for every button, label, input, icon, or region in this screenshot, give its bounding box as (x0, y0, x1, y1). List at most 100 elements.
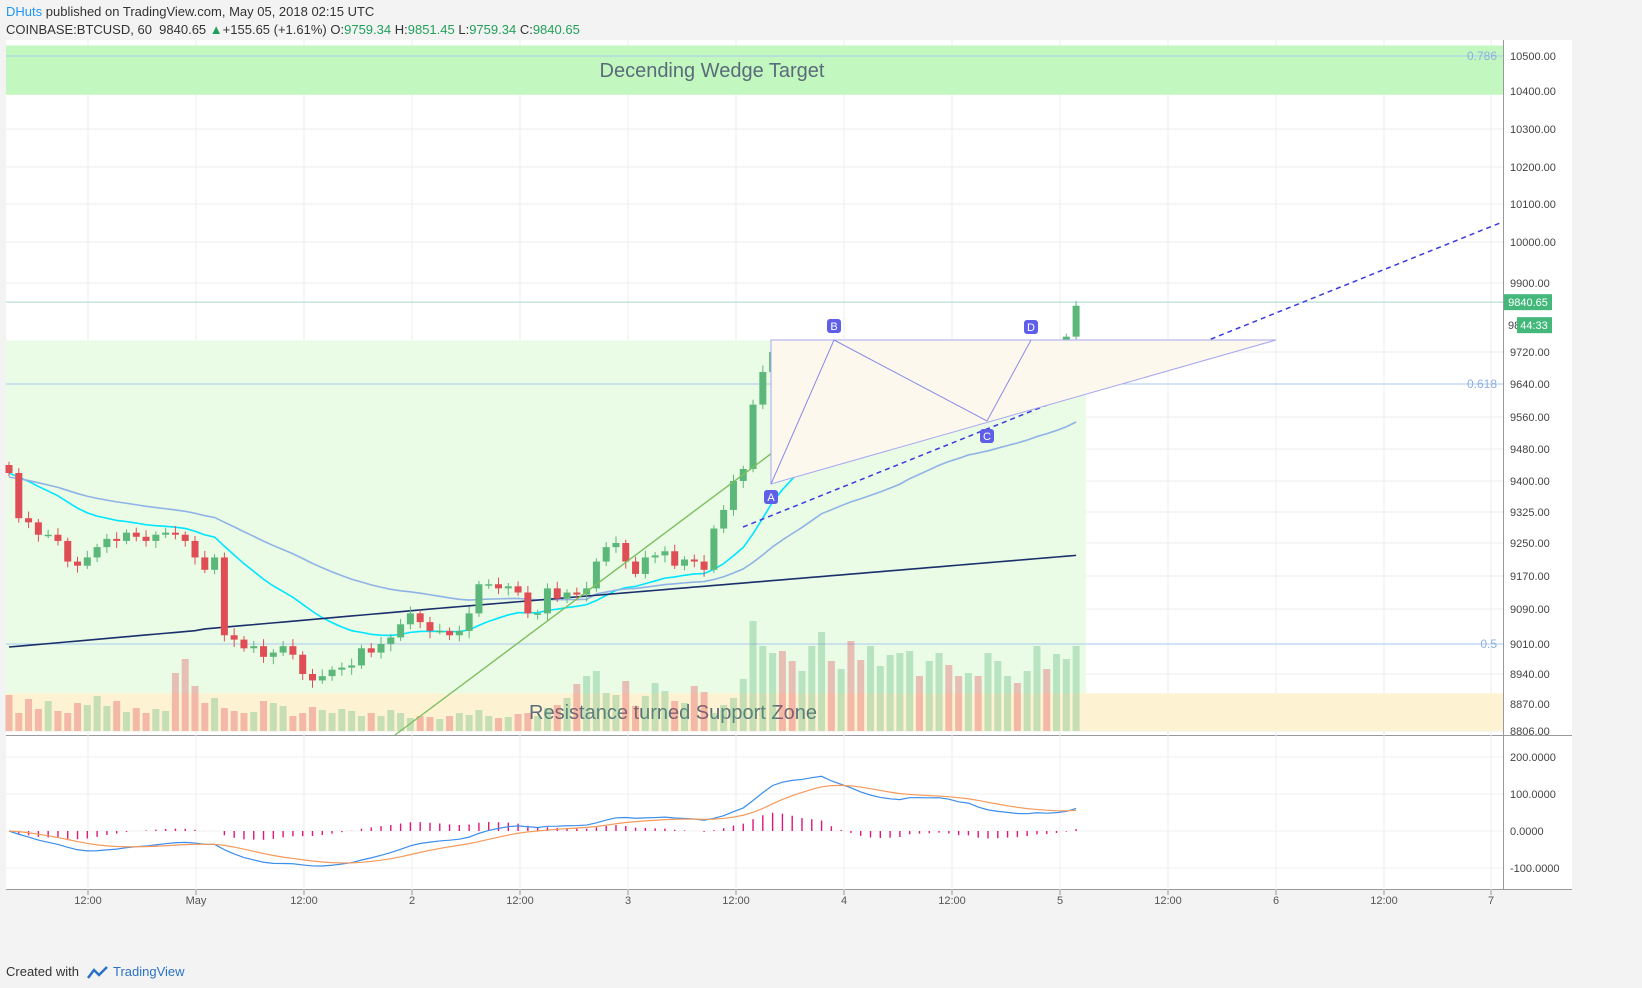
volume-bar (387, 710, 395, 731)
macd-tick-label: 0.0000 (1510, 826, 1544, 838)
volume-bar (377, 716, 385, 731)
price-tick-label: 9170.00 (1510, 571, 1550, 583)
volume-bar (896, 653, 904, 731)
volume-bar (240, 713, 248, 731)
pattern-point-label: D (1027, 322, 1035, 334)
volume-bar (641, 696, 649, 731)
candle-body (720, 509, 728, 529)
volume-bar (700, 692, 708, 731)
candle-body (44, 534, 52, 537)
price-tick-label: 9400.00 (1510, 476, 1550, 488)
volume-bar (671, 701, 679, 731)
volume-bar (15, 713, 23, 731)
candle-body (211, 557, 219, 570)
candle-body (269, 652, 277, 657)
candle-body (220, 557, 228, 636)
volume-bar (778, 651, 786, 731)
volume-bar (93, 696, 101, 731)
volume-bar (553, 705, 561, 731)
candle-body (543, 588, 551, 614)
volume-bar (289, 716, 297, 731)
time-tick-label: 12:00 (938, 895, 966, 907)
volume-bar (915, 676, 923, 731)
volume-bar (367, 713, 375, 731)
change-arrow: ▲ (209, 22, 223, 37)
candle-body (132, 532, 140, 537)
candle-body (279, 646, 287, 653)
volume-bar (162, 711, 170, 731)
price-tick-label: 10300.00 (1510, 124, 1556, 136)
volume-bar (925, 661, 933, 731)
author-link[interactable]: DHuts (6, 4, 43, 19)
time-tick-label: 3 (625, 895, 631, 907)
candle-body (34, 522, 42, 535)
tradingview-logo-icon[interactable] (86, 965, 109, 980)
pattern-point-label: A (767, 492, 775, 504)
time-tick-label: 4 (841, 895, 847, 907)
pattern-point-marker (827, 319, 841, 333)
candle-body (377, 644, 385, 653)
abcd-pattern-line (770, 339, 1032, 485)
volume-bar (299, 713, 307, 731)
chart-header: DHuts published on TradingView.com, May … (0, 0, 1642, 40)
price-chart[interactable]: 12:00 May 12:00 2 12:00 3 12:00 4 12:00 5 12:00 6 12… (0, 40, 1642, 960)
volume-bar (122, 712, 130, 731)
volume-bar (661, 691, 669, 731)
volume-bar (318, 710, 326, 731)
volume-bar (1043, 669, 1051, 731)
time-tick-label: 6 (1273, 895, 1279, 907)
tradingview-link[interactable]: TradingView (112, 964, 185, 979)
candle-body (573, 592, 581, 595)
price-tick-label: 10100.00 (1510, 199, 1556, 211)
published-text: published on TradingView.com, May 05, 20… (45, 4, 375, 19)
candle-body (74, 561, 82, 566)
volume-bar (935, 653, 943, 731)
candle-body (171, 532, 179, 535)
volume-bar (808, 646, 816, 731)
candle-body (113, 538, 121, 541)
volume-bar (749, 621, 757, 731)
symbol-label[interactable]: COINBASE:BTCUSD, 60 (6, 22, 152, 37)
volume-bar (181, 659, 189, 731)
candle-body (612, 543, 620, 548)
candle-body (524, 592, 532, 614)
volume-bar (397, 713, 405, 731)
candle-body (54, 534, 62, 541)
volume-bar (720, 705, 728, 731)
volume-bar (955, 676, 963, 731)
volume-bar (690, 686, 698, 731)
price-tick-label: 9325.00 (1510, 507, 1550, 519)
volume-bar (1053, 654, 1061, 731)
volume-bar (348, 711, 356, 731)
pattern-point-marker (1024, 320, 1038, 334)
high-label: H: (394, 22, 408, 37)
volume-bar (945, 665, 953, 731)
candle-body (308, 674, 316, 681)
candle-body (357, 648, 365, 666)
candle-body (191, 540, 199, 558)
volume-bar (436, 719, 444, 731)
volume-bar (573, 684, 581, 731)
volume-bar (132, 708, 140, 731)
volume-bar (211, 698, 219, 731)
volume-bar (583, 676, 591, 731)
candle-body (592, 561, 600, 589)
volume-bar (739, 679, 747, 731)
candle-body (250, 646, 258, 649)
price-tick-label: 10400.00 (1510, 86, 1556, 98)
candle-body (240, 639, 248, 649)
volume-bar (446, 716, 454, 731)
volume-bar (171, 673, 179, 731)
candle-body (534, 613, 542, 615)
volume-bar (837, 669, 845, 731)
pattern-point-label: C (983, 431, 991, 443)
low-label: L: (458, 22, 470, 37)
candle-body (328, 669, 336, 677)
price-tick-label: 8940.00 (1510, 669, 1550, 681)
candle-body (103, 538, 111, 548)
volume-bar (5, 695, 13, 731)
candle-body (632, 561, 640, 574)
time-tick-label: May (186, 895, 207, 907)
candle-body (387, 637, 395, 644)
time-tick-label: 12:00 (722, 895, 750, 907)
